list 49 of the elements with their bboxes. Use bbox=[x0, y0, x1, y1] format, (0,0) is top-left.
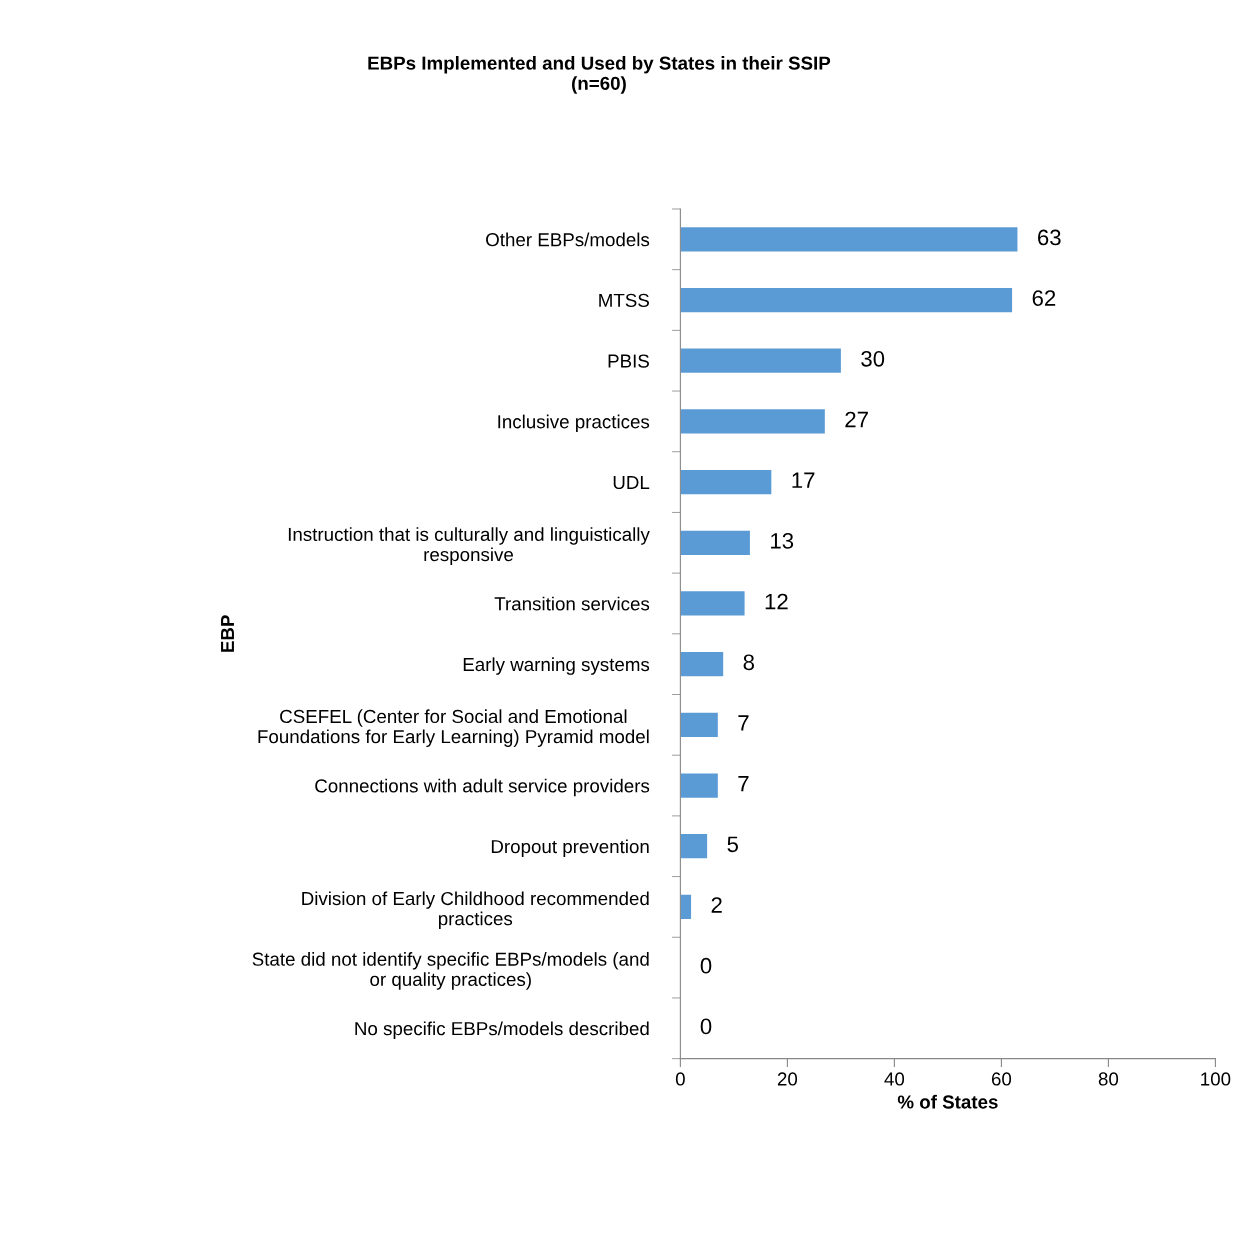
data-label: 27 bbox=[845, 411, 868, 428]
y-tick-label: PBIS bbox=[608, 354, 649, 368]
bar bbox=[680, 227, 1018, 252]
bar bbox=[680, 469, 772, 495]
y-tick-label: Dropout prevention bbox=[491, 839, 649, 857]
x-tick-label: 100 bbox=[1201, 1072, 1231, 1086]
x-tick-label: 80 bbox=[1098, 1072, 1119, 1086]
bar bbox=[680, 894, 692, 920]
bar bbox=[680, 834, 708, 859]
data-label: 7 bbox=[738, 715, 749, 731]
y-tick-label: No specific EBPs/models described bbox=[355, 1021, 649, 1039]
data-label: 2 bbox=[711, 897, 722, 913]
y-tick-label: Inclusive practices bbox=[498, 414, 650, 433]
bar bbox=[680, 409, 825, 434]
y-tick-label: UDL bbox=[613, 475, 650, 490]
y-tick-label: Early warning systems bbox=[463, 657, 650, 675]
y-tick-label: MTSS bbox=[599, 293, 649, 307]
x-tick-label: 20 bbox=[777, 1072, 798, 1086]
x-tick-label: 60 bbox=[991, 1072, 1012, 1086]
y-tick-label: Division of Early Childhood recommended practices bbox=[302, 891, 649, 930]
data-label: 5 bbox=[727, 836, 738, 853]
bar bbox=[680, 348, 841, 373]
x-axis-title: % of States bbox=[897, 1094, 998, 1109]
x-tick-label: 40 bbox=[884, 1072, 905, 1086]
bar bbox=[680, 712, 718, 737]
y-tick-label: Instruction that is culturally and linguistically responsive bbox=[288, 527, 650, 565]
chart-title: EBPs Implemented and Used by States in their SSIP (n=60) bbox=[368, 55, 831, 94]
data-label: 8 bbox=[743, 654, 755, 671]
y-tick-label: Other EBPs/models bbox=[486, 232, 650, 247]
data-label: 0 bbox=[700, 957, 712, 974]
bar bbox=[680, 287, 1013, 313]
data-label: 0 bbox=[700, 1018, 712, 1035]
data-label: 13 bbox=[771, 533, 794, 549]
data-label: 12 bbox=[765, 593, 788, 610]
data-label: 62 bbox=[1032, 290, 1056, 306]
bar bbox=[680, 773, 718, 798]
y-tick-label: Connections with adult service providers bbox=[315, 778, 650, 797]
y-tick-label: CSEFEL (Center for Social and Emotional Foundations for Early Learning) Pyramid model bbox=[258, 709, 649, 747]
x-tick-label: 0 bbox=[675, 1072, 685, 1086]
bar bbox=[680, 591, 745, 616]
bar bbox=[680, 652, 724, 677]
bar bbox=[680, 530, 750, 555]
y-tick-label: State did not identify specific EBPs/models (and or quality practices) bbox=[252, 952, 649, 990]
data-label: 17 bbox=[792, 472, 815, 488]
data-label: 7 bbox=[738, 776, 749, 792]
y-tick-label: Transition services bbox=[494, 596, 650, 611]
y-axis-title: EBP bbox=[221, 615, 234, 652]
data-label: 30 bbox=[861, 350, 885, 367]
data-label: 63 bbox=[1038, 229, 1061, 246]
